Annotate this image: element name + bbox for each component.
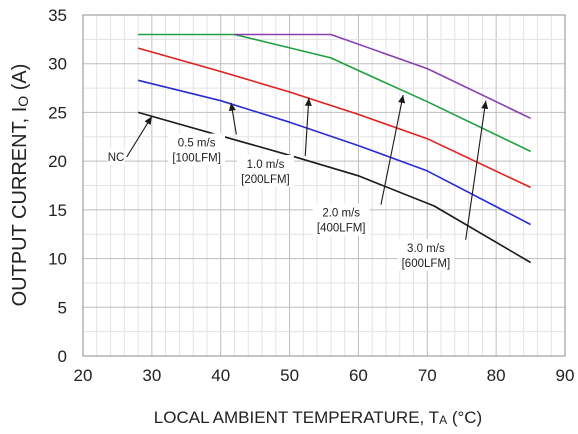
annotation-label: 0.5 m/s [100LFM]: [172, 138, 221, 165]
y-tick-label: 35: [48, 6, 67, 25]
x-tick-label: 90: [556, 366, 575, 385]
annotation-arrowhead: [481, 100, 489, 110]
annotation-backdrop: [237, 154, 294, 187]
x-tick-label: 60: [349, 366, 368, 385]
annotation-arrow: [304, 97, 310, 156]
annotation-label: NC: [108, 152, 125, 164]
y-tick-label: 0: [58, 347, 67, 366]
series-line: [137, 79, 531, 226]
series-lines: [137, 33, 532, 264]
series-line: [137, 111, 532, 264]
y-tick-label: 25: [48, 103, 67, 122]
x-tick-label: 30: [142, 366, 161, 385]
y-tick-label: 5: [58, 298, 67, 317]
annotation-arrowhead: [304, 97, 312, 107]
annotation-arrow: [465, 100, 487, 240]
y-tick-label: 10: [48, 250, 67, 269]
annotation-backdrop: [168, 133, 226, 166]
series-line: [138, 33, 531, 153]
annotation-arrowhead: [144, 116, 152, 125]
annotation-label: 3.0 m/s [600LFM]: [402, 243, 451, 270]
x-tick-label: 40: [211, 366, 230, 385]
x-tick-label: 80: [487, 366, 506, 385]
annotation-arrowhead: [228, 102, 236, 112]
x-tick-labels: 20 30 40 50 60 70 80 90: [74, 366, 575, 385]
annotation-arrow: [380, 94, 404, 205]
x-tick-label: 50: [280, 366, 299, 385]
x-tick-label: 70: [418, 366, 437, 385]
annotation-backdrop: [312, 203, 370, 236]
series-line: [137, 47, 531, 189]
annotation-backdrop: [107, 148, 125, 166]
annotations: NC 0.5 m/s [100LFM] 1.0 m/s [200LFM] 2.0 m/s[…: [107, 94, 489, 271]
grid: [82, 14, 566, 357]
plot-frame: [82, 14, 566, 357]
y-tick-label: 15: [48, 201, 67, 220]
y-tick-labels: 0 5 10 15 20 25 30 35: [48, 6, 67, 366]
annotation-label: 2.0 m/s [400LFM]: [317, 208, 366, 235]
y-tick-label: 20: [48, 152, 67, 171]
annotation-backdrop: [397, 238, 455, 271]
y-axis-label: OUTPUT CURRENT, IO (A): [9, 64, 31, 307]
y-tick-label: 30: [48, 55, 67, 74]
annotation-arrowhead: [398, 94, 406, 104]
series-line: [234, 33, 531, 120]
annotation-label: 1.0 m/s [200LFM]: [241, 159, 290, 186]
x-axis-label: LOCAL AMBIENT TEMPERATURE, TA (°C): [154, 408, 482, 427]
x-tick-label: 20: [74, 366, 93, 385]
